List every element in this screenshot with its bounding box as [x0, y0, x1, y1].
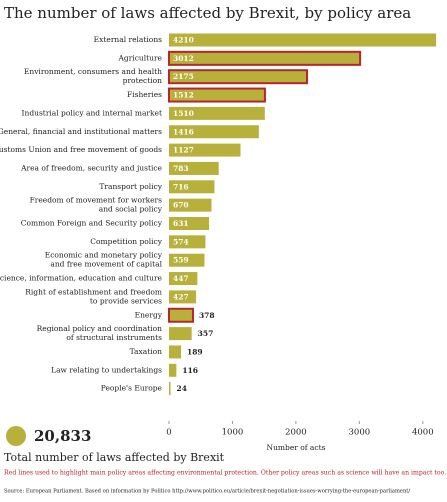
value-label: 559 [173, 256, 189, 265]
y-tick-label: Agriculture [118, 53, 163, 62]
y-tick-label: Industrial policy and internal market [22, 108, 162, 117]
y-tick-label: External relations [94, 35, 162, 44]
value-label: 189 [187, 347, 203, 356]
value-label: 1416 [173, 127, 194, 136]
y-tick-label: Energy [135, 310, 163, 319]
y-tick-label: Common Foreign and Security policy [21, 219, 163, 228]
value-label: 2175 [173, 72, 194, 81]
y-tick-label: General, financial and institutional mat… [0, 127, 162, 136]
bar [169, 290, 197, 304]
y-tick-label: Transport policy [99, 182, 162, 191]
y-tick-label: Freedom of movement for workers and socia… [30, 196, 163, 214]
value-label: 116 [182, 366, 198, 375]
total-icon [6, 426, 26, 446]
value-label: 378 [199, 311, 215, 320]
y-tick-label: Regional policy and coordination of struc… [37, 324, 163, 342]
bar [169, 161, 219, 175]
x-tick-label: 1000 [222, 428, 244, 438]
total: 20,833 [34, 427, 91, 445]
bar [169, 33, 437, 47]
bar [169, 272, 198, 286]
note: Red lines used to highlight main policy … [4, 470, 446, 477]
value-label: 716 [173, 182, 189, 191]
value-label: 670 [173, 201, 189, 210]
value-label: 1127 [173, 146, 194, 155]
y-tick-label: Right of establishment and freedom to pro… [25, 287, 162, 305]
bar [169, 235, 206, 249]
bar [169, 180, 215, 194]
y-tick-label: Economic and monetary policy and free mov… [45, 251, 163, 269]
x-axis-label: Number of acts [267, 443, 326, 452]
bar [169, 198, 212, 212]
bar [169, 143, 241, 157]
value-label: 783 [173, 164, 189, 173]
y-tick-label: Competition policy [90, 237, 162, 246]
chart-title: The number of laws affected by Brexit, b… [4, 4, 411, 22]
bar [168, 69, 308, 85]
y-tick-label: Fisheries [127, 90, 162, 99]
bar [169, 125, 259, 139]
value-label: 24 [177, 384, 187, 393]
value-label: 1510 [173, 109, 194, 118]
y-tick-label: Law relating to undertakings [51, 365, 162, 374]
y-tick-label: People's Europe [101, 384, 163, 393]
y-tick-label: Science, information, education and cult… [0, 274, 163, 283]
total-label: Total number of laws affected by Brexit [4, 451, 225, 464]
bar [169, 363, 177, 377]
bar [169, 327, 192, 341]
value-label: 574 [173, 237, 189, 246]
bar [168, 50, 362, 66]
value-label: 357 [198, 329, 214, 338]
bar [169, 217, 210, 230]
value-label: 4210 [173, 36, 194, 45]
bar [168, 87, 266, 103]
value-label: 447 [173, 274, 189, 283]
y-tick-label: Customs Union and free movement of goods [0, 145, 162, 154]
value-label: 3012 [173, 54, 194, 63]
bar [169, 382, 171, 396]
bar [169, 345, 181, 359]
source: Source: European Parliament. Based on in… [4, 489, 410, 495]
x-tick-label: 3000 [349, 428, 371, 438]
x-tick-label: 0 [166, 428, 171, 438]
value-label: 631 [173, 219, 189, 228]
bar [169, 106, 265, 120]
y-tick-label: Environment, consumers and health protect… [24, 67, 162, 85]
bar [169, 253, 205, 267]
x-tick-label: 4000 [412, 428, 434, 438]
value-label: 427 [173, 292, 189, 301]
x-tick-label: 2000 [285, 428, 307, 438]
value-label: 1512 [173, 91, 194, 100]
bar [168, 307, 194, 323]
y-tick-label: Area of freedom, security and justice [20, 163, 162, 172]
y-tick-label: Taxation [130, 347, 163, 356]
